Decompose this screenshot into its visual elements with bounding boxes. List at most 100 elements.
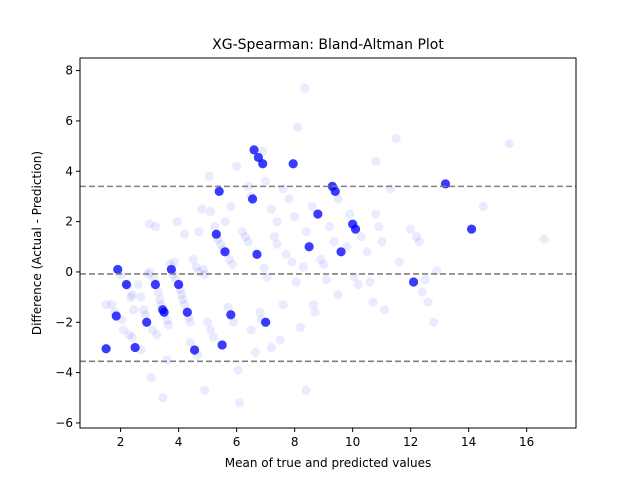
scatter-point [176, 289, 187, 300]
scatter-point-dense [330, 186, 340, 197]
scatter-point-dense [252, 249, 262, 259]
scatter-point-dense [130, 342, 140, 353]
scatter-point [210, 222, 220, 232]
scatter-point [216, 239, 226, 249]
scatter-point [179, 300, 190, 310]
scatter-point [287, 257, 297, 267]
scatter-point [478, 201, 488, 212]
scatter-point-dense [336, 247, 346, 257]
y-tick-label: 0 [65, 265, 73, 279]
scatter-point-dense [189, 345, 200, 355]
scatter-point-dense [288, 159, 298, 169]
scatter-point [291, 277, 301, 287]
axes-frame [79, 57, 577, 429]
scatter-point-dense [408, 277, 419, 287]
scatter-point [118, 325, 129, 335]
scatter-point-dense [249, 145, 259, 155]
scatter-point [158, 393, 168, 403]
scatter-point [169, 257, 179, 267]
x-tick-label: 16 [519, 435, 534, 449]
scatter-point-dense [313, 209, 323, 219]
scatter-point-dense [211, 229, 221, 239]
scatter-point [266, 204, 277, 214]
scatter-point [223, 302, 233, 312]
scatter-point [275, 335, 285, 345]
scatter-point [356, 232, 366, 242]
scatter-point [259, 263, 269, 273]
x-tick-label: 14 [461, 435, 476, 449]
scatter-point [301, 385, 311, 395]
scatter-point [208, 332, 219, 342]
scatter-point [155, 295, 165, 305]
scatter-point [198, 264, 208, 275]
scatter-point [371, 209, 381, 219]
scatter-point [179, 229, 190, 239]
y-tick-label: −4 [55, 366, 73, 380]
scatter-point [243, 181, 253, 191]
scatter-point [185, 317, 195, 327]
scatter-point [284, 194, 294, 204]
scatter-point [136, 292, 146, 302]
scatter-point [321, 274, 332, 285]
scatter-point [374, 222, 384, 232]
scatter-point [353, 279, 364, 290]
y-tick-label: −6 [55, 416, 73, 430]
plot-area [80, 83, 576, 408]
scatter-point [300, 83, 310, 93]
scatter-point [229, 317, 239, 327]
x-axis-label: Mean of true and predicted values [225, 456, 432, 470]
scatter-point-dense [247, 194, 258, 204]
scatter-point-dense [159, 307, 169, 317]
scatter-point [153, 287, 163, 297]
x-tick-label: 2 [117, 435, 125, 449]
scatter-point [377, 237, 387, 247]
scatter-point-dense [217, 340, 227, 350]
scatter-point [200, 269, 210, 280]
scatter-point [278, 300, 288, 310]
scatter-point [333, 289, 343, 300]
scatter-point-dense [142, 317, 152, 327]
x-tick-label: 4 [175, 435, 183, 449]
scatter-point [290, 211, 300, 222]
y-tick-label: −2 [55, 315, 73, 329]
scatter-point [145, 219, 155, 229]
scatter-point-dense [113, 264, 123, 275]
scatter-point [324, 222, 335, 232]
scatter-point [345, 209, 355, 219]
y-tick-label: 2 [65, 215, 73, 229]
scatter-point [185, 337, 195, 348]
scatter-point [333, 194, 343, 204]
x-tick-label: 8 [291, 435, 299, 449]
scatter-point [420, 274, 430, 285]
scatter-point [301, 227, 311, 237]
y-axis-label: Difference (Actual - Prediction) [30, 151, 44, 335]
scatter-point [127, 332, 137, 342]
scatter-point [126, 292, 136, 302]
scatter-point [146, 373, 156, 383]
y-tick-label: 6 [65, 114, 73, 128]
scatter-point [197, 204, 207, 214]
scatter-point [379, 305, 390, 315]
chart-title: XG-Spearman: Bland-Altman Plot [212, 37, 444, 53]
scatter-point [124, 330, 134, 340]
scatter-point [224, 254, 234, 264]
scatter-point-dense [214, 186, 224, 197]
scatter-point [243, 237, 253, 247]
scatter-point [162, 315, 172, 325]
scatter-point [417, 287, 427, 297]
scatter-point [205, 206, 216, 217]
scatter-point [316, 254, 326, 264]
y-tick-label: 4 [65, 164, 73, 178]
scatter-point-dense [350, 224, 361, 234]
scatter-point-dense [226, 310, 236, 320]
scatter-point [107, 300, 117, 310]
scatter-point [432, 266, 442, 276]
scatter-point [191, 262, 201, 272]
scatter-point [539, 234, 549, 244]
scatter-point [292, 122, 303, 132]
x-axis-ticks: 2 4 6 8 10 12 14 16 [117, 428, 534, 449]
scatter-point [162, 355, 172, 365]
scatter-point [178, 295, 188, 305]
scatter-point-dense [121, 279, 132, 290]
